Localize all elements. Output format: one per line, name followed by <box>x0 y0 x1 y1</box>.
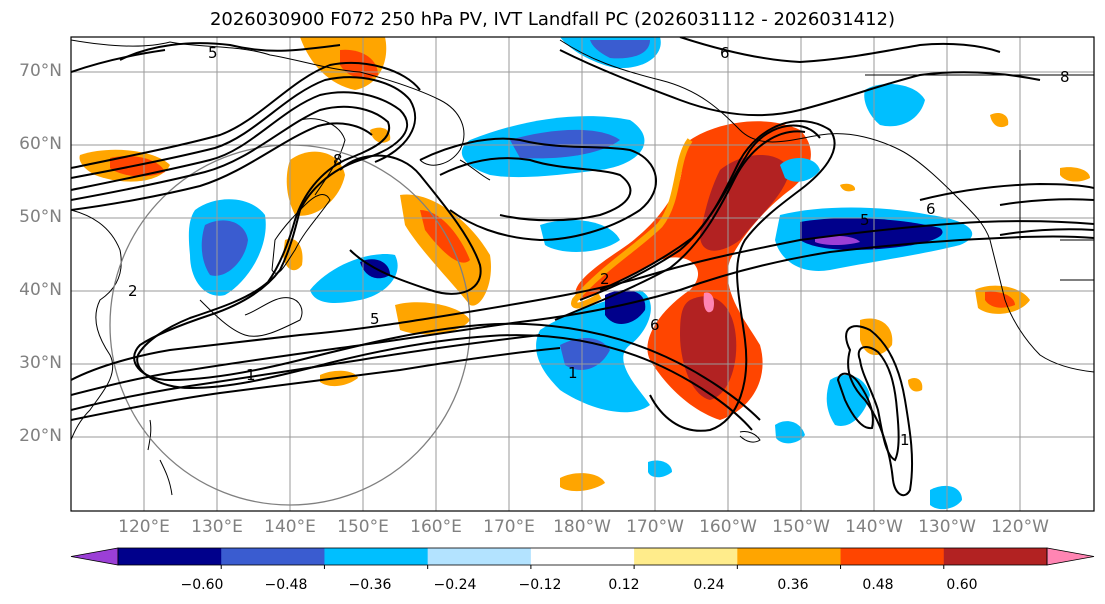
strong-positive-region <box>420 210 470 263</box>
contour-label: 1 <box>246 366 256 384</box>
lon-label-150w: 150°W <box>772 517 830 537</box>
colorbar-segment <box>943 548 1048 565</box>
colorbar-tick: 0.12 <box>608 577 640 593</box>
contour-label: 1 <box>900 431 910 449</box>
lon-label-160e: 160°E <box>410 517 462 537</box>
contour-label: 6 <box>926 200 936 218</box>
colorbar-tick: 0.24 <box>693 577 725 593</box>
colorbar-segment <box>737 548 842 565</box>
colorbar-segment <box>324 548 429 565</box>
colorbar-tick: −0.36 <box>348 577 392 593</box>
lon-label-160w: 160°W <box>699 517 757 537</box>
lat-label-60n: 60°N <box>19 134 62 154</box>
lon-label-170e: 170°E <box>483 517 535 537</box>
positive-edge <box>571 138 693 309</box>
contour-label: 1 <box>568 364 578 382</box>
colorbar-segment <box>427 548 532 565</box>
colorbar-extend-high <box>1046 547 1095 566</box>
colorbar-tick: 0.48 <box>862 577 894 593</box>
lon-label-170w: 170°W <box>626 517 684 537</box>
negative-anomaly-region <box>864 84 925 127</box>
plot-frame <box>70 36 1095 512</box>
lat-label-70n: 70°N <box>19 61 62 81</box>
colorbar-segment <box>840 548 945 565</box>
colorbar-segment <box>221 548 325 565</box>
contour-label: 2 <box>600 270 610 288</box>
strong-negative-region <box>201 220 248 276</box>
colorbar-tick: −0.24 <box>433 577 477 593</box>
contour-label: 2 <box>128 282 138 300</box>
strong-positive-region <box>985 291 1015 308</box>
colorbar-tick: −0.12 <box>518 577 562 593</box>
lon-label-140e: 140°E <box>264 517 316 537</box>
contour-label: 5 <box>370 310 380 328</box>
lon-label-120w: 120°W <box>991 517 1049 537</box>
contour-label: 8 <box>333 151 343 169</box>
negative-anomaly-region <box>826 375 870 426</box>
positive-anomaly-region <box>283 238 303 271</box>
positive-anomaly-region <box>840 183 856 192</box>
contour-label: 5 <box>208 44 218 62</box>
lat-label-40n: 40°N <box>19 280 62 300</box>
positive-anomaly-region <box>990 113 1009 128</box>
lon-label-150e: 150°E <box>337 517 389 537</box>
colorbar-segment <box>118 548 222 565</box>
strong-negative-region <box>590 40 650 59</box>
lat-label-50n: 50°N <box>19 207 62 227</box>
colorbar-segment <box>530 548 635 565</box>
negative-anomaly-region <box>648 460 672 478</box>
peak-negative-region <box>815 235 860 245</box>
colorbar-tick: 0.36 <box>777 577 809 593</box>
positive-anomaly-region <box>908 378 923 392</box>
strong-negative-region <box>605 290 646 325</box>
lon-label-120e: 120°E <box>118 517 170 537</box>
strong-positive-region <box>680 296 737 400</box>
lon-label-180w: 180°W <box>553 517 611 537</box>
colorbar <box>70 547 1095 569</box>
contour-label-layer: 1 2 5 6 8 5 1 2 6 8 5 6 1 <box>128 44 1070 449</box>
lat-label-30n: 30°N <box>19 353 62 373</box>
positive-anomaly-region <box>1060 167 1090 182</box>
contour-label: 8 <box>1060 68 1070 86</box>
lat-label-20n: 20°N <box>19 426 62 446</box>
lon-label-140w: 140°W <box>845 517 903 537</box>
contour-label: 5 <box>860 211 870 229</box>
contour-label: 6 <box>650 316 660 334</box>
lon-label-130e: 130°E <box>191 517 243 537</box>
negative-anomaly-region <box>930 485 962 510</box>
colorbar-segment <box>634 548 738 565</box>
contour-label: 6 <box>720 44 730 62</box>
contour-lines <box>71 37 1094 497</box>
colorbar-tick: −0.60 <box>180 577 224 593</box>
negative-anomaly-region <box>775 421 805 444</box>
strong-positive-region <box>700 155 790 251</box>
strong-negative-region <box>510 129 620 159</box>
colorbar-frame <box>117 547 1048 566</box>
colorbar-tick: −0.48 <box>264 577 308 593</box>
map-title: 2026030900 F072 250 hPa PV, IVT Landfall… <box>209 9 896 30</box>
colorbar-extend-low <box>70 547 119 566</box>
colorbar-tick: 0.60 <box>946 577 978 593</box>
lon-label-130w: 130°W <box>918 517 976 537</box>
strong-negative-region <box>560 338 610 370</box>
negative-anomaly-region <box>780 158 820 182</box>
gridlines <box>71 37 1094 511</box>
peak-positive-region <box>703 292 714 313</box>
